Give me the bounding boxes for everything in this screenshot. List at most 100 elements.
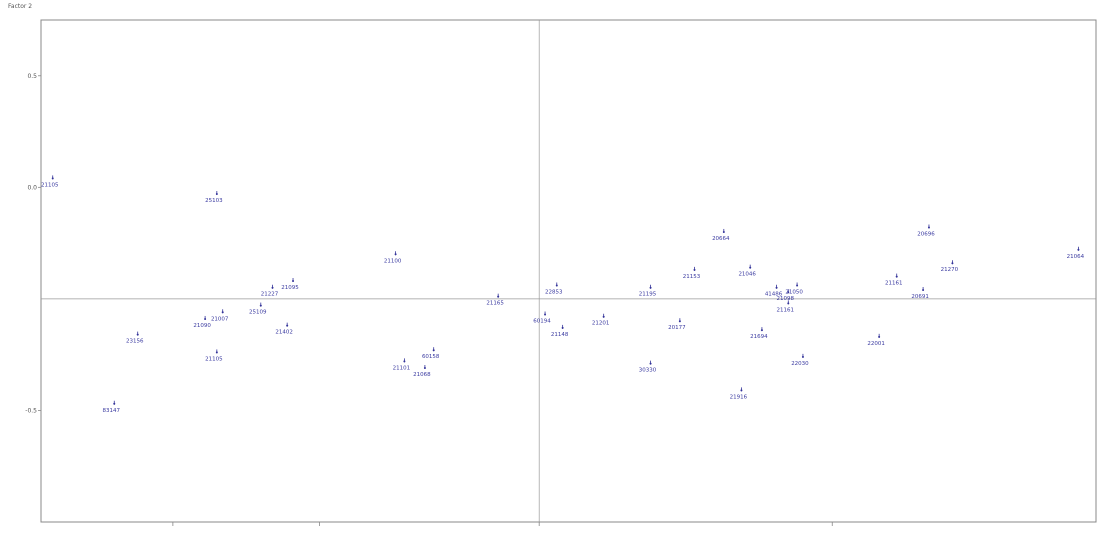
point-dot (678, 320, 681, 323)
data-point: 21050 (785, 282, 803, 296)
data-point: 21227 (261, 284, 279, 298)
point-label: 21105 (205, 356, 223, 362)
point-label: 21161 (885, 281, 903, 287)
data-point: 21068 (413, 365, 431, 378)
data-point: 21100 (384, 251, 402, 264)
point-label: 20691 (911, 294, 929, 300)
point-label: 22853 (545, 290, 563, 296)
point-dot (51, 177, 54, 180)
data-point: 60158 (422, 347, 440, 360)
point-dot (787, 291, 790, 294)
data-point: 21161 (777, 300, 794, 313)
point-label: 21095 (281, 285, 299, 291)
point-dot (1077, 248, 1080, 251)
point-dot (895, 275, 898, 278)
point-label: 21195 (639, 292, 657, 298)
data-point: 21090 (193, 315, 211, 329)
point-dot (204, 317, 207, 320)
data-point: 22001 (867, 333, 885, 347)
point-label: 21100 (384, 258, 402, 264)
data-point: 60194 (533, 311, 551, 325)
point-label: 21165 (486, 301, 504, 307)
point-dot (749, 266, 752, 269)
point-dot (394, 253, 397, 256)
y-tick-label: 0.0 (27, 184, 37, 191)
point-label: 83147 (103, 408, 121, 414)
point-dot (740, 389, 743, 392)
data-point: 21153 (683, 266, 701, 280)
data-point: 20691 (911, 286, 929, 300)
x-tick-group (172, 522, 833, 526)
point-label: 21148 (551, 332, 569, 338)
data-point: 25103 (205, 191, 223, 204)
point-dot (927, 226, 930, 229)
point-dot (775, 286, 778, 289)
point-dot (801, 355, 804, 358)
point-label: 21098 (777, 296, 795, 302)
point-dot (602, 315, 605, 318)
point-dot (878, 335, 881, 338)
data-point: 21046 (738, 264, 756, 278)
data-point: 21165 (486, 293, 504, 307)
point-dot (693, 268, 696, 271)
data-point: 21402 (275, 322, 293, 336)
y-tick-label: -0.5 (25, 407, 37, 414)
data-point: 25109 (249, 302, 267, 316)
data-point: 83147 (103, 400, 121, 414)
point-label: 21153 (683, 274, 701, 280)
point-dot (796, 284, 799, 287)
data-point: 20177 (668, 318, 686, 331)
point-dot (259, 304, 262, 307)
data-point: 21098 (777, 289, 795, 302)
point-label: 21694 (750, 334, 768, 340)
point-label: 21402 (275, 330, 293, 336)
point-dot (215, 351, 218, 354)
data-point: 21095 (281, 278, 299, 291)
data-point: 21270 (941, 260, 959, 273)
point-label: 30330 (639, 368, 657, 374)
point-label: 21270 (941, 267, 959, 273)
data-point: 22853 (545, 282, 563, 296)
point-dot (922, 288, 925, 291)
data-point: 21161 (885, 273, 903, 287)
point-dot (432, 349, 435, 352)
point-label: 21007 (211, 316, 229, 322)
point-dot (951, 262, 954, 265)
point-label: 21046 (738, 272, 756, 278)
data-point: 41486 (765, 284, 783, 298)
point-dot (649, 286, 652, 289)
data-point: 22030 (791, 353, 809, 367)
point-label: 21105 (41, 182, 59, 188)
point-label: 25109 (249, 310, 267, 316)
data-point: 21105 (41, 175, 59, 188)
point-label: 21101 (393, 365, 411, 371)
point-label: 60194 (533, 319, 551, 325)
point-dot (136, 333, 139, 336)
point-dot (221, 311, 224, 314)
point-dot (292, 280, 295, 283)
point-dot (271, 286, 274, 289)
plot-frame (40, 19, 1097, 523)
point-label: 22030 (791, 361, 809, 367)
point-label: 21090 (193, 323, 211, 329)
data-point: 21148 (551, 324, 569, 338)
data-point: 21916 (730, 387, 748, 400)
point-dot (215, 193, 218, 196)
y-tick-label: 0.5 (27, 73, 37, 80)
data-point: 30330 (639, 360, 657, 374)
point-dot (561, 326, 564, 329)
point-dot (497, 295, 500, 298)
data-point: 21201 (592, 313, 609, 327)
point-dot (286, 324, 289, 327)
point-dot (544, 313, 547, 316)
point-dot (403, 360, 406, 363)
data-point: 21105 (205, 349, 223, 362)
y-tick-group: 0.5 0.0 -0.5 (25, 73, 41, 414)
data-point: 20664 (712, 228, 730, 242)
point-dot (113, 402, 116, 405)
data-point: 23156 (126, 331, 144, 345)
data-point: 21007 (211, 309, 229, 322)
data-point: 21694 (750, 327, 768, 340)
